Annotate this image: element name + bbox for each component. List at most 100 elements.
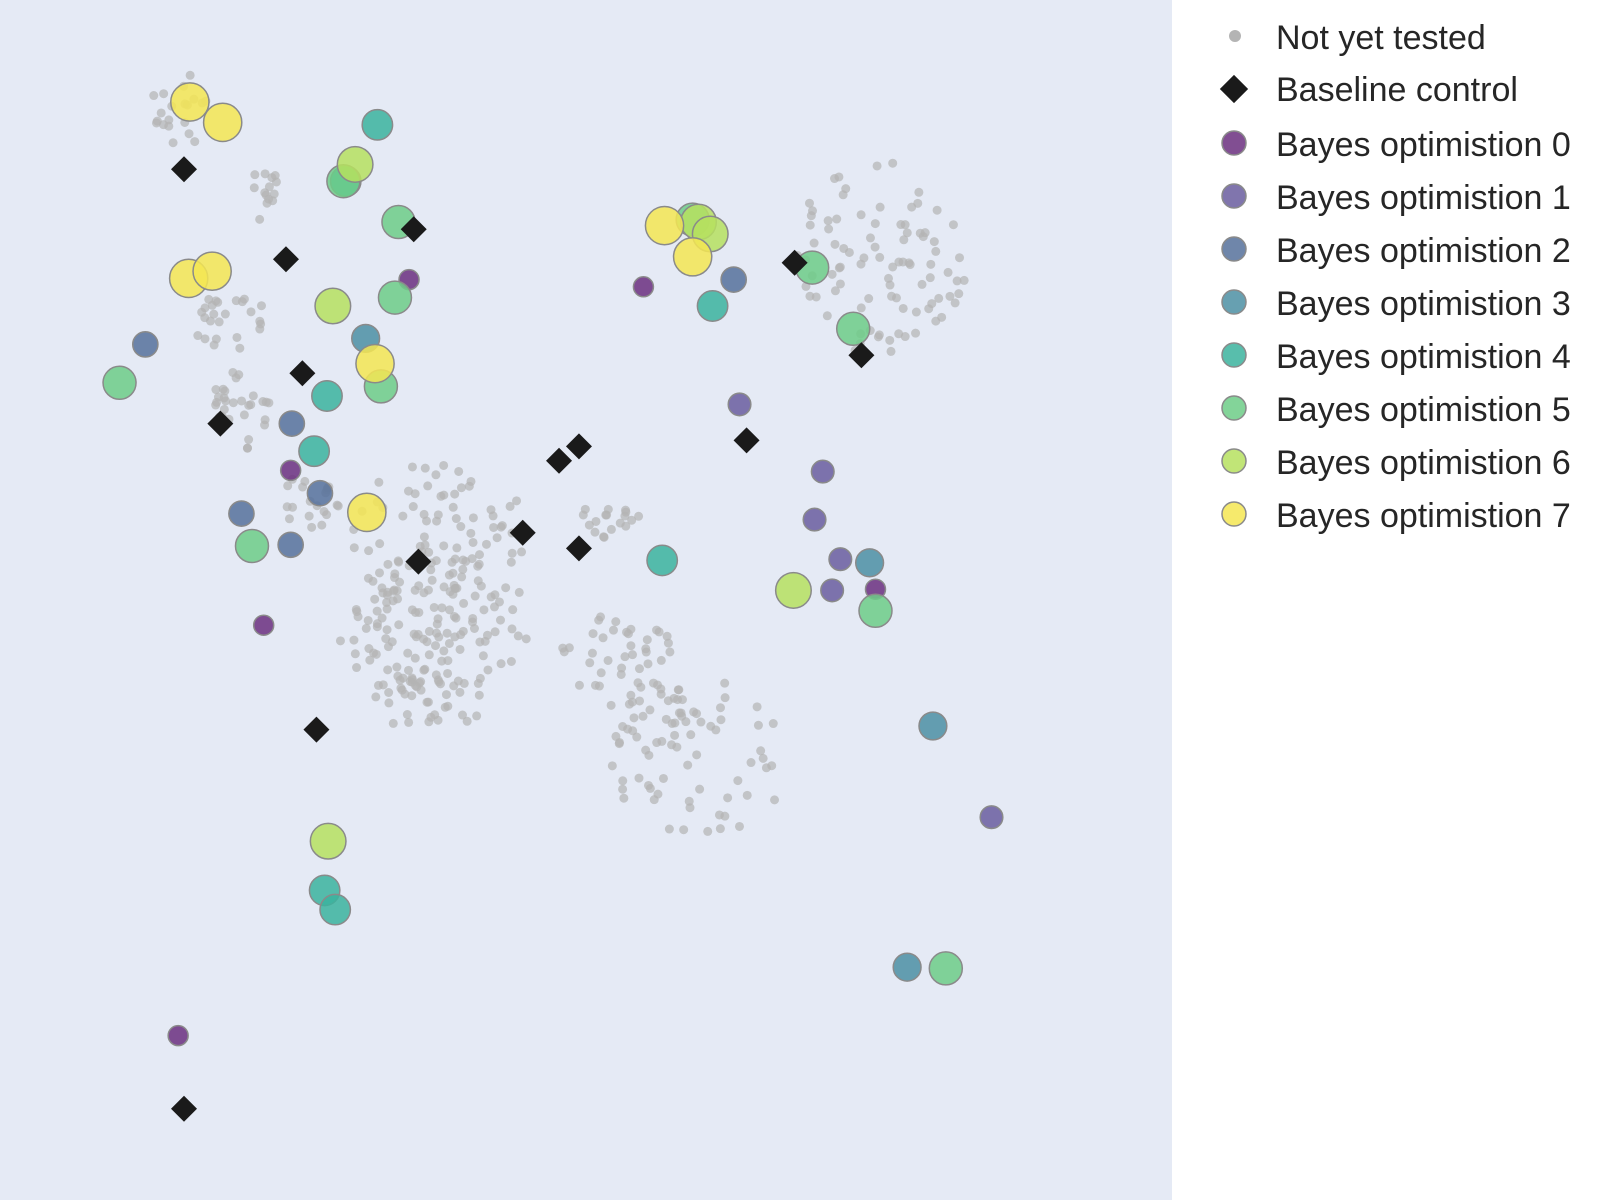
untested-point <box>602 510 612 520</box>
untested-point <box>599 532 609 542</box>
untested-point <box>410 489 420 499</box>
untested-point <box>517 547 527 557</box>
untested-point <box>424 650 434 660</box>
untested-point <box>497 521 507 531</box>
untested-point <box>474 690 484 700</box>
untested-point <box>442 628 452 638</box>
untested-point <box>473 678 483 688</box>
tested-point-iteration-3 <box>854 548 885 578</box>
untested-point <box>684 796 694 806</box>
legend-label-iteration-1: Bayes optimistion 1 <box>1276 179 1571 217</box>
untested-point <box>452 543 462 553</box>
untested-point <box>457 572 467 582</box>
untested-point <box>652 625 662 635</box>
untested-point <box>626 624 636 634</box>
untested-point <box>603 655 613 665</box>
legend-marker-iteration-5 <box>1221 395 1247 421</box>
legend-label-iteration-0: Bayes optimistion 0 <box>1276 126 1571 164</box>
untested-point <box>248 391 258 401</box>
untested-point <box>250 170 260 180</box>
untested-point <box>911 328 921 338</box>
tested-point-iteration-3 <box>892 952 922 982</box>
untested-point <box>832 214 842 224</box>
untested-point <box>193 331 203 341</box>
plot-background <box>0 0 1172 1200</box>
untested-point <box>246 307 256 317</box>
untested-point <box>489 602 499 612</box>
untested-point <box>431 470 441 480</box>
untested-point <box>677 711 687 721</box>
untested-point <box>426 565 436 575</box>
tested-point-iteration-5 <box>377 280 413 315</box>
untested-point <box>641 745 651 755</box>
untested-point <box>822 311 832 321</box>
tested-point-iteration-6 <box>309 822 347 860</box>
untested-point <box>723 793 733 803</box>
untested-point <box>260 169 270 179</box>
untested-point <box>444 638 454 648</box>
untested-point <box>450 554 460 564</box>
legend-marker-iteration-2 <box>1221 236 1247 262</box>
untested-point <box>596 668 606 678</box>
untested-point <box>929 237 939 247</box>
untested-point <box>219 393 229 403</box>
baseline-point <box>546 447 573 474</box>
untested-point <box>474 550 484 560</box>
untested-point <box>870 219 880 229</box>
baseline-point <box>272 246 299 273</box>
untested-point <box>617 663 627 673</box>
tested-point-iteration-7 <box>672 236 713 277</box>
untested-point <box>645 705 655 715</box>
untested-point <box>455 687 465 697</box>
untested-point <box>926 259 936 269</box>
untested-point <box>501 583 511 593</box>
untested-point <box>190 137 200 147</box>
untested-point <box>390 569 400 579</box>
untested-point <box>907 202 917 212</box>
untested-point <box>496 659 506 669</box>
untested-point <box>623 724 633 734</box>
untested-point <box>758 753 768 763</box>
untested-point <box>434 677 444 687</box>
untested-point <box>512 496 522 506</box>
untested-point <box>430 641 440 651</box>
untested-point <box>588 629 598 639</box>
untested-point <box>439 646 449 656</box>
untested-point <box>448 502 458 512</box>
tested-point-iteration-4 <box>298 435 331 468</box>
tested-point-iteration-4 <box>696 290 729 322</box>
untested-point <box>433 614 443 624</box>
untested-point <box>507 624 517 634</box>
untested-point <box>377 613 387 623</box>
tested-point-iteration-5 <box>858 593 893 629</box>
untested-point <box>824 224 834 234</box>
untested-point <box>885 335 895 345</box>
untested-point <box>914 187 924 197</box>
untested-point <box>635 696 645 706</box>
untested-point <box>429 602 439 612</box>
untested-point <box>464 481 474 491</box>
untested-point <box>559 647 569 657</box>
untested-point <box>665 647 675 657</box>
untested-point <box>159 89 169 99</box>
untested-point <box>856 303 866 313</box>
untested-point <box>594 615 604 625</box>
baseline-point <box>289 360 316 387</box>
untested-point <box>470 591 480 601</box>
untested-point <box>397 685 407 695</box>
untested-point <box>959 275 969 285</box>
tested-point-iteration-2 <box>306 479 334 507</box>
untested-point <box>185 70 195 80</box>
untested-point <box>492 533 502 543</box>
tested-point-iteration-2 <box>277 531 305 559</box>
baseline-point <box>171 1095 198 1122</box>
untested-point <box>505 501 515 511</box>
untested-point <box>767 761 777 771</box>
tested-point-iteration-1 <box>820 578 845 603</box>
untested-point <box>931 316 941 326</box>
legend-label-iteration-3: Bayes optimistion 3 <box>1276 285 1571 323</box>
untested-point <box>521 634 531 644</box>
untested-point <box>228 398 238 408</box>
untested-point <box>875 252 885 262</box>
untested-point <box>349 543 359 553</box>
